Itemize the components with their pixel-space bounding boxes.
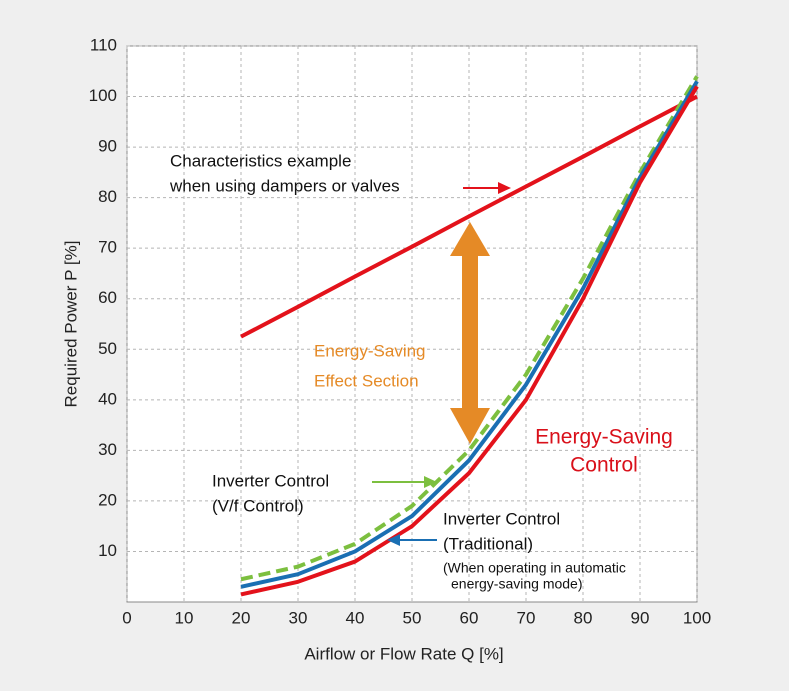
x-tick-label: 90 [631, 608, 650, 627]
x-tick-label: 10 [175, 608, 194, 627]
y-tick-label: 60 [98, 288, 117, 307]
arrow [387, 534, 437, 546]
annotation: (Traditional) [443, 534, 533, 553]
annotation: Energy-Saving [314, 341, 426, 360]
y-tick-label: 20 [98, 490, 117, 509]
arrow [463, 182, 511, 194]
y-tick-label: 80 [98, 187, 117, 206]
x-tick-label: 40 [346, 608, 365, 627]
annotation: (When operating in automatic [443, 560, 626, 576]
x-tick-label: 0 [122, 608, 131, 627]
lines [240, 75, 699, 597]
x-tick-label: 20 [232, 608, 251, 627]
y-tick-label: 70 [98, 238, 117, 257]
x-axis-label: Airflow or Flow Rate Q [%] [304, 644, 503, 663]
annotation: when using dampers or valves [169, 176, 400, 195]
annotation: Inverter Control [212, 471, 329, 490]
arrow [372, 476, 437, 488]
series-line [240, 94, 698, 339]
y-tick-label: 40 [98, 389, 117, 408]
annotation: Inverter Control [443, 509, 560, 528]
annotation: (V/f Control) [212, 496, 304, 515]
series-line [240, 85, 699, 597]
y-tick-label: 50 [98, 339, 117, 358]
y-tick-label: 30 [98, 440, 117, 459]
annotation: Characteristics example [170, 151, 351, 170]
annotation: Energy-Saving [535, 426, 673, 449]
annotation: energy-saving mode) [451, 576, 583, 592]
series-line [240, 80, 699, 589]
x-tick-label: 70 [517, 608, 536, 627]
y-tick-label: 10 [98, 541, 117, 560]
x-tick-label: 30 [289, 608, 308, 627]
x-tick-label: 60 [460, 608, 479, 627]
y-axis-label: Required Power P [%] [61, 241, 80, 408]
x-tick-label: 50 [403, 608, 422, 627]
y-tick-label: 90 [98, 137, 117, 156]
x-tick-label: 100 [683, 608, 711, 627]
annotation: Control [570, 454, 638, 477]
y-tick-label: 100 [89, 86, 117, 105]
annotation: Effect Section [314, 371, 419, 390]
y-tick-label: 110 [90, 35, 117, 54]
x-tick-label: 80 [574, 608, 593, 627]
range-arrow [450, 222, 490, 444]
series-line [240, 75, 699, 582]
